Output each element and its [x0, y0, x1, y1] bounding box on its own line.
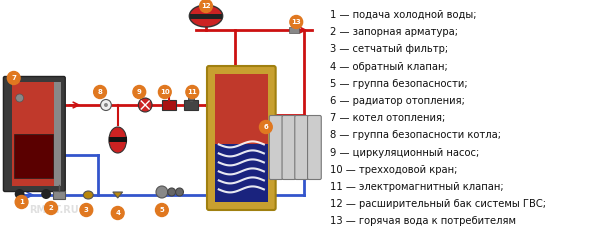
Text: 8: 8 [98, 89, 103, 95]
Circle shape [133, 85, 146, 98]
Text: 5: 5 [160, 207, 164, 213]
FancyBboxPatch shape [269, 115, 283, 180]
Text: 5 — группа безопасности;: 5 — группа безопасности; [329, 79, 467, 89]
Circle shape [259, 121, 272, 134]
Circle shape [44, 202, 58, 214]
Text: 1: 1 [19, 199, 24, 205]
Circle shape [158, 85, 171, 98]
Circle shape [104, 103, 108, 107]
Ellipse shape [190, 5, 223, 27]
Text: 6 — радиатор отопления;: 6 — радиатор отопления; [329, 96, 464, 106]
Circle shape [155, 204, 168, 217]
Circle shape [139, 98, 152, 112]
Bar [162, 100, 176, 110]
Text: 3: 3 [84, 207, 89, 213]
Text: 11: 11 [187, 89, 197, 95]
Circle shape [15, 189, 25, 199]
Circle shape [200, 0, 212, 13]
Text: 13: 13 [292, 19, 301, 25]
Bar [215, 144, 268, 202]
Circle shape [16, 94, 23, 102]
Ellipse shape [109, 127, 127, 153]
Circle shape [112, 206, 124, 219]
Circle shape [186, 85, 199, 98]
Text: 10: 10 [160, 89, 170, 95]
Circle shape [7, 71, 20, 84]
Bar [109, 137, 127, 142]
Text: 2 — запорная арматура;: 2 — запорная арматура; [329, 27, 458, 37]
Circle shape [176, 188, 184, 196]
Bar [188, 92, 194, 100]
Circle shape [290, 15, 302, 29]
Bar [289, 27, 299, 33]
Bar [53, 191, 65, 199]
Text: 12 — расширительный бак системы ГВС;: 12 — расширительный бак системы ГВС; [329, 199, 545, 209]
Polygon shape [113, 192, 122, 198]
Text: 8 — группа безопасности котла;: 8 — группа безопасности котла; [329, 130, 500, 140]
FancyBboxPatch shape [308, 115, 321, 180]
Ellipse shape [83, 191, 93, 199]
Bar [12, 82, 56, 186]
Text: 11 — электромагнитный клапан;: 11 — электромагнитный клапан; [329, 182, 503, 192]
Text: 7 — котел отопления;: 7 — котел отопления; [329, 113, 445, 123]
Circle shape [156, 186, 168, 198]
Circle shape [80, 204, 93, 217]
Bar [190, 14, 222, 19]
Bar [215, 74, 268, 144]
Bar [14, 134, 53, 178]
FancyBboxPatch shape [4, 76, 65, 191]
Circle shape [15, 196, 28, 209]
Bar [54, 82, 61, 186]
Circle shape [101, 99, 112, 111]
Circle shape [41, 189, 51, 199]
Text: 7: 7 [11, 75, 16, 81]
Bar [215, 74, 268, 202]
Text: 3 — сетчатый фильтр;: 3 — сетчатый фильтр; [329, 44, 448, 54]
Text: 4: 4 [115, 210, 120, 216]
Text: 10 — трехходовой кран;: 10 — трехходовой кран; [329, 165, 457, 175]
FancyBboxPatch shape [207, 66, 275, 210]
FancyBboxPatch shape [295, 115, 308, 180]
Bar [184, 100, 198, 110]
Text: 4 — обратный клапан;: 4 — обратный клапан; [329, 62, 448, 72]
Text: 9 — циркуляционный насос;: 9 — циркуляционный насос; [329, 148, 479, 158]
FancyBboxPatch shape [282, 115, 296, 180]
Circle shape [94, 85, 106, 98]
Text: 1 — подача холодной воды;: 1 — подача холодной воды; [329, 10, 476, 20]
Text: 2: 2 [49, 205, 53, 211]
Text: 6: 6 [263, 124, 268, 130]
Circle shape [168, 188, 176, 196]
Text: 9: 9 [137, 89, 142, 95]
Text: RMNT.RU: RMNT.RU [29, 205, 79, 215]
Text: 12: 12 [201, 3, 211, 9]
Text: 13 — горячая вода к потребителям: 13 — горячая вода к потребителям [329, 216, 515, 227]
